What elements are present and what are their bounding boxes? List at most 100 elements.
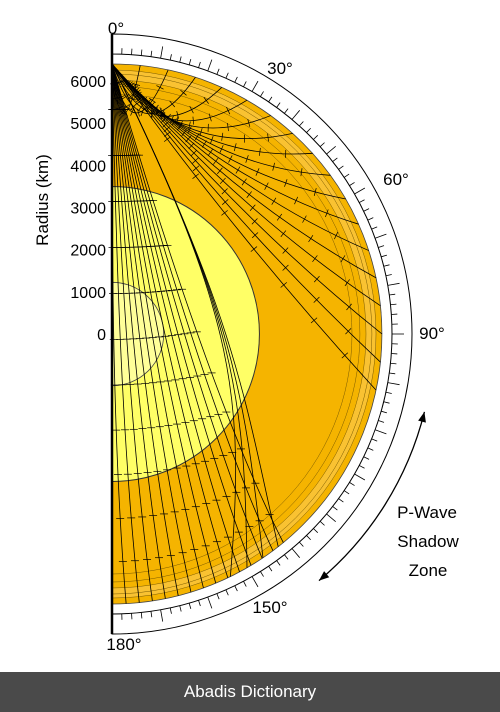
degree-scale-ticks [111, 42, 404, 626]
wavefront-tick [276, 213, 283, 221]
wavefront-tick [149, 101, 156, 109]
wavefront-tick [228, 155, 233, 163]
degree-tick [169, 54, 172, 61]
wavefront-tick [313, 188, 317, 196]
wavefront-tick [158, 112, 165, 119]
wavefront-tick [300, 168, 303, 177]
wavefront-tick [159, 110, 165, 118]
degree-tick [299, 541, 304, 547]
wavefront-tick [119, 79, 127, 86]
wavefront-tick [272, 162, 275, 171]
degree-tick [367, 447, 374, 451]
refracted-ray [111, 63, 237, 577]
wavefront-tick [264, 182, 269, 190]
degree-tick [207, 59, 213, 72]
wavefront-tick [153, 104, 159, 112]
wavefront-tick [136, 96, 143, 103]
wavefront-tick [195, 132, 200, 141]
degree-tick [387, 282, 400, 286]
degree-tick [306, 535, 311, 541]
degree-tick [291, 548, 301, 558]
degree-tick [150, 611, 153, 618]
p-wave-shadow-zone-diagram: 0° 30° 60° 90° 150° 180° Radius (km) 600… [33, 19, 459, 654]
wavefront-tick [188, 142, 195, 150]
degree-tick [198, 61, 201, 68]
wavefront-tick [280, 230, 287, 237]
wavefront-tick [176, 123, 183, 131]
wavefront-tick [135, 91, 142, 98]
wavefront-tick [246, 191, 252, 198]
wavefront-tick [189, 105, 194, 114]
wavefront-tick [164, 131, 171, 137]
wavefront-tick [294, 196, 299, 205]
wavefront-tick [219, 177, 226, 185]
angle-label-90: 90° [419, 324, 445, 343]
wavefront-tick [115, 106, 123, 110]
wavefront-tick [310, 317, 318, 324]
degree-tick [363, 208, 370, 212]
mantle-ray [111, 63, 196, 115]
wavefront-tick [201, 140, 207, 148]
degree-tick [268, 565, 273, 572]
wavefront-tick [280, 282, 288, 288]
wavefront-tick [152, 107, 158, 115]
degree-tick [299, 121, 304, 127]
degree-tick [385, 274, 392, 277]
degree-tick [251, 576, 259, 588]
degree-tick [354, 187, 366, 195]
degree-tick [260, 571, 264, 577]
degree-tick [319, 521, 325, 526]
wavefront-tick [233, 143, 237, 152]
wavefront-tick [135, 99, 143, 105]
radius-tick-label: 6000 [70, 74, 106, 91]
wavefront-tick [282, 264, 289, 271]
wavefront-tick [190, 149, 197, 157]
wavefront-tick [156, 85, 164, 90]
wavefront-tick [140, 108, 145, 117]
degree-tick [188, 58, 192, 65]
degree-tick [354, 473, 366, 481]
wavefront-tick [150, 109, 153, 118]
angle-label-180: 180° [106, 635, 141, 654]
degree-tick [338, 498, 344, 503]
degree-tick [313, 528, 319, 533]
wavefront-tick [128, 97, 137, 101]
wavefront-tick [208, 113, 212, 122]
angle-label-0: 0° [108, 19, 124, 38]
degree-tick [216, 593, 220, 600]
wavefront-tick [247, 119, 251, 127]
degree-tick [284, 108, 289, 114]
mantle-ray [111, 63, 377, 391]
wavefront-tick [344, 279, 350, 287]
wavefront-tick [203, 97, 209, 104]
wavefront-tick [122, 80, 129, 86]
shadow-zone-label-line-2: Shadow [397, 532, 459, 551]
wavefront-tick [114, 80, 123, 85]
shadow-zone-arrow [318, 411, 426, 582]
wavefront-tick [192, 116, 195, 125]
degree-tick [349, 482, 355, 486]
mantle-boundary [111, 85, 361, 583]
degree-tick [383, 264, 390, 267]
degree-tick [381, 410, 388, 414]
mantle-ray [111, 63, 383, 335]
angle-label-150: 150° [252, 598, 287, 617]
degree-tick [374, 429, 387, 435]
degree-tick [389, 372, 396, 375]
mantle-ray [111, 63, 359, 225]
wavefront-tick [259, 147, 261, 156]
wavefront-tick [312, 255, 318, 263]
degree-tick [216, 68, 220, 75]
degree-tick [169, 607, 172, 614]
wavefront-tick [131, 85, 139, 92]
mantle-boundary [111, 93, 353, 575]
degree-tick [313, 135, 319, 140]
degree-tick [140, 612, 143, 619]
wavefront-tick [130, 103, 137, 110]
wavefront-tick [181, 129, 187, 137]
wavefront-tick [176, 110, 180, 119]
wavefront-tick [122, 94, 130, 100]
wavefront-tick [313, 296, 320, 303]
wavefront-tick [162, 121, 169, 128]
degree-tick [243, 581, 247, 587]
